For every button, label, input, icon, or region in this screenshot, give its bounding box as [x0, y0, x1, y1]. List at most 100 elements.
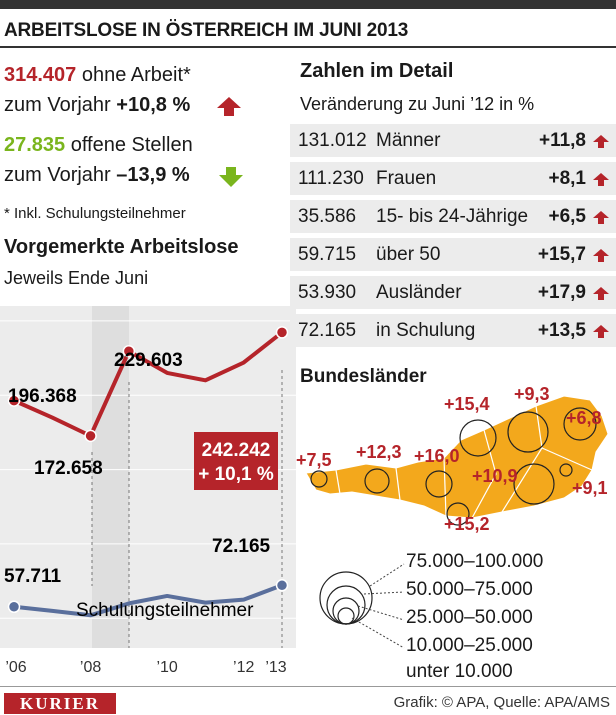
detail-change: +17,9	[537, 282, 586, 303]
detail-row: 53.930 Ausländer +17,9	[290, 276, 616, 309]
series-name-schulung: Schulungsteilnehmer	[76, 600, 254, 621]
detail-label: über 50	[376, 244, 441, 265]
footer-rule	[0, 686, 616, 687]
circle-tirol	[364, 468, 390, 494]
details-subtitle: Veränderung zu Juni ’12 in %	[300, 94, 535, 114]
top-bar	[0, 0, 616, 9]
arrow-down-icon	[219, 167, 243, 187]
label-2009: 229.603	[114, 350, 183, 371]
detail-label: in Schulung	[376, 320, 476, 341]
detail-value: 53.930	[298, 282, 357, 303]
detail-row: 72.165 in Schulung +13,5	[290, 314, 616, 347]
legend-item: 75.000–100.000	[406, 551, 544, 572]
legend-item: 10.000–25.000	[406, 635, 533, 656]
value-2013-box	[194, 432, 278, 490]
jobs-line: 27.835 offene Stellen	[4, 134, 193, 157]
map-label: +15,4	[444, 394, 490, 414]
label-s2006: 57.711	[4, 566, 61, 587]
austria-map: +7,5 +12,3 +16,0 +15,4 +9,3 +6,8 +10,9 +…	[296, 384, 609, 534]
circle-steiermark	[513, 463, 555, 505]
series-line-arbeitslose	[13, 330, 284, 438]
detail-label: Männer	[376, 130, 441, 151]
jobs-change-line: zum Vorjahr –13,9 %	[4, 164, 190, 187]
austria-shape	[305, 395, 609, 519]
page-title: ARBEITSLOSE IN ÖSTERREICH IM JUNI 2013	[4, 20, 409, 41]
detail-value: 59.715	[298, 244, 357, 265]
line-chart: 196.368 172.658 229.603 242.242 + 10,1 %…	[0, 306, 296, 676]
unemployed-line: 314.407 ohne Arbeit*	[4, 64, 191, 87]
data-point	[84, 429, 97, 443]
detail-change: +11,8	[538, 130, 586, 151]
series-line-schulung	[13, 583, 283, 618]
map-label: +15,2	[444, 514, 490, 534]
chart-subtitle: Jeweils Ende Juni	[4, 268, 149, 288]
jobs-value: 27.835	[4, 134, 66, 156]
detail-label: Frauen	[376, 168, 437, 189]
data-point	[275, 326, 289, 339]
size-legend	[319, 563, 405, 649]
label-s2013: 72.165	[212, 536, 271, 557]
jobs-change-prefix: zum Vorjahr	[4, 164, 111, 186]
legend-leaders	[351, 563, 405, 649]
legend-circle-s	[337, 607, 355, 625]
arrow-up-icon	[217, 97, 241, 116]
unemployed-change-line: zum Vorjahr +10,8 %	[4, 94, 190, 117]
jobs-change: –13,9 %	[116, 164, 190, 186]
detail-row: 35.586 15- bis 24-Jährige +6,5	[290, 200, 616, 233]
label-2013: 242.242	[202, 440, 271, 461]
x-tick-label: ’06	[5, 659, 26, 676]
map-label: +9,3	[514, 384, 550, 404]
arrow-up-icon	[593, 325, 609, 338]
circle-niederoesterreich	[507, 411, 549, 453]
data-point	[122, 344, 136, 358]
detail-change: +13,5	[537, 320, 586, 341]
legend-circle-m	[332, 597, 360, 625]
circle-oberoesterreich	[459, 419, 497, 457]
circle-vorarlberg	[310, 470, 328, 488]
data-point	[7, 600, 21, 614]
label-2013-change: + 10,1 %	[198, 464, 274, 485]
title-rule	[0, 46, 616, 48]
chart-title: Vorgemerkte Arbeitslose	[4, 236, 239, 258]
map-label: +6,8	[566, 408, 602, 428]
label-2006: 196.368	[8, 386, 77, 407]
detail-value: 72.165	[298, 320, 357, 341]
detail-change: +15,7	[537, 244, 586, 265]
unemployed-change: +10,8 %	[116, 94, 191, 116]
jobs-label: offene Stellen	[70, 134, 193, 156]
map-label: +12,3	[356, 442, 402, 462]
brand-box	[4, 693, 116, 714]
legend-item: unter 10.000	[406, 661, 513, 682]
x-axis-ticks: ’06 ’08 ’10 ’12 ’13	[5, 659, 286, 676]
detail-row: 59.715 über 50 +15,7	[290, 238, 616, 271]
chart-series	[7, 326, 289, 618]
unemployed-change-prefix: zum Vorjahr	[4, 94, 111, 116]
detail-change: +8,1	[548, 168, 586, 189]
arrow-up-icon	[593, 135, 609, 148]
circle-wien	[563, 407, 597, 441]
map-title: Bundesländer	[300, 366, 427, 387]
legend-item: 50.000–75.000	[406, 579, 533, 600]
circle-salzburg	[425, 470, 453, 498]
state-borders	[335, 405, 593, 519]
map-labels: +7,5 +12,3 +16,0 +15,4 +9,3 +6,8 +10,9 +…	[296, 384, 608, 534]
credit: Grafik: © APA, Quelle: APA/AMS	[393, 694, 610, 711]
data-point	[7, 394, 21, 407]
map-label: +10,9	[472, 466, 518, 486]
detail-value: 131.012	[298, 130, 367, 151]
unemployed-value: 314.407	[4, 64, 77, 86]
detail-change: +6,5	[548, 206, 586, 227]
detail-label: Ausländer	[376, 282, 462, 303]
x-tick-label: ’12	[233, 659, 254, 676]
details-title: Zahlen im Detail	[300, 60, 454, 82]
state-circles	[310, 407, 597, 526]
map-label: +7,5	[296, 450, 332, 470]
detail-value: 111.230	[298, 168, 364, 189]
map-label: +9,1	[572, 478, 608, 498]
x-tick-label: ’13	[265, 659, 286, 676]
arrow-up-icon	[593, 173, 609, 186]
detail-value: 35.586	[298, 206, 357, 227]
x-tick-label: ’10	[156, 659, 177, 676]
arrow-up-icon	[593, 287, 609, 300]
x-tick-label: ’08	[80, 659, 101, 676]
